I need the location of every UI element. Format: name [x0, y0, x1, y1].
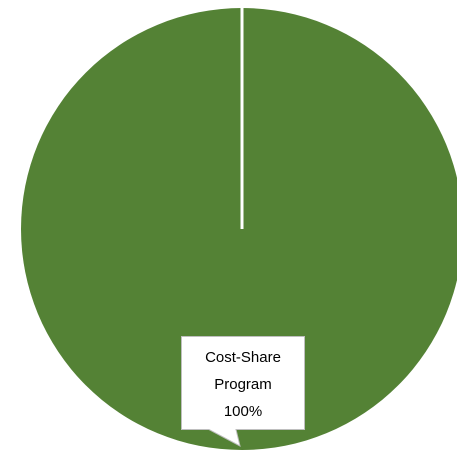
data-label-line-2: Program	[214, 376, 272, 393]
data-label-line-3: 100%	[224, 403, 262, 420]
data-label-callout: Cost-Share Program 100%	[181, 336, 305, 447]
pie-slice-cost-share-program	[21, 8, 457, 450]
data-label-line-1: Cost-Share	[205, 349, 281, 366]
data-label-callout-box	[181, 336, 305, 447]
